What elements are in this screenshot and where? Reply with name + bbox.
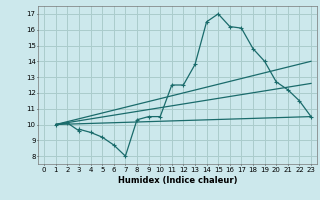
X-axis label: Humidex (Indice chaleur): Humidex (Indice chaleur) — [118, 176, 237, 185]
